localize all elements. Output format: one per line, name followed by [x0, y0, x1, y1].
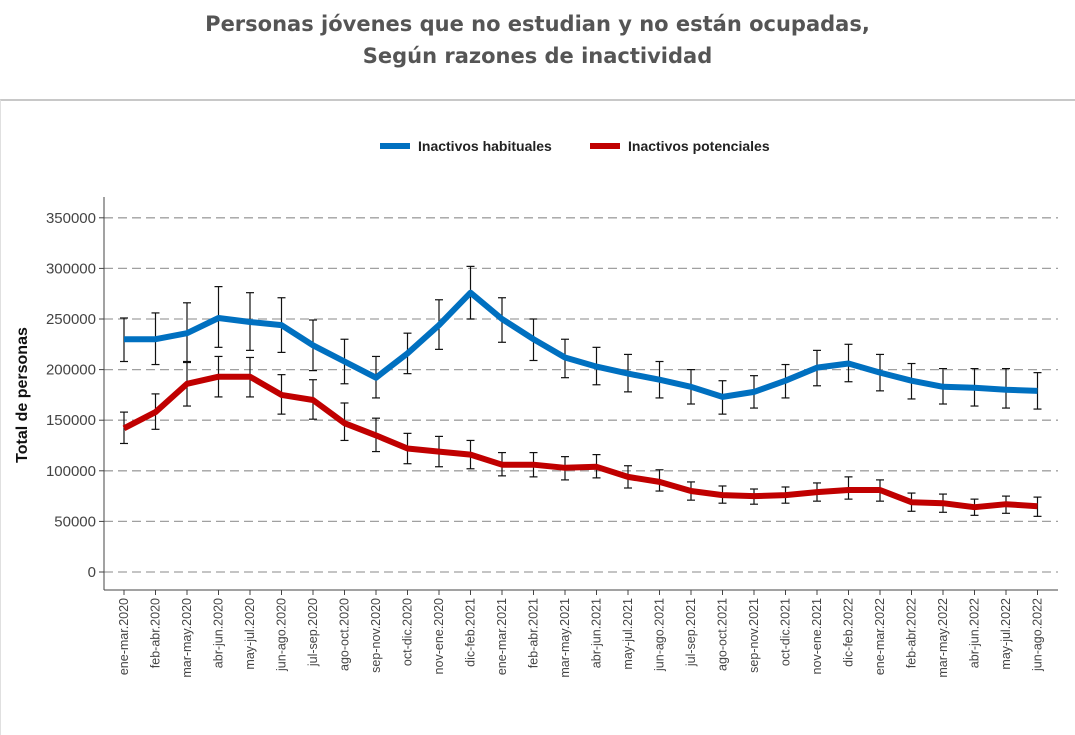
x-tick-label: sep-nov.2021	[747, 598, 761, 673]
x-tick-label: ene-mar.2021	[495, 598, 509, 675]
y-tick-label: 200000	[46, 362, 96, 379]
y-tick-label: 250000	[46, 311, 96, 328]
x-tick-label: may-jul.2022	[999, 598, 1013, 670]
x-tick-label: mar-may.2022	[936, 598, 950, 678]
error-bar	[1033, 496, 1042, 517]
x-tick-label: may-jul.2020	[243, 598, 257, 670]
chart-title-line-2: Según razones de inactividad	[362, 44, 713, 68]
legend-entry-1: Inactivos habituales	[380, 138, 552, 154]
x-tick-label: oct-dic.2020	[401, 598, 415, 666]
x-tick-label: may-jul.2021	[621, 598, 635, 670]
x-tick-label: nov-ene.2021	[810, 598, 824, 675]
y-tick-label: 150000	[46, 412, 96, 429]
error-bars	[120, 265, 1042, 517]
y-axis-label: Total de personas	[14, 327, 31, 463]
x-tick-label: mar-may.2020	[180, 598, 194, 678]
y-tick-label: 0	[88, 564, 96, 581]
legend-label: Inactivos potenciales	[628, 138, 770, 154]
x-tick-label: jul-sep.2020	[306, 598, 320, 667]
x-tick-label: ene-mar.2022	[873, 598, 887, 675]
x-tick-label: feb-abr.2020	[149, 598, 163, 668]
y-tick-label: 350000	[46, 210, 96, 227]
legend-entry-2: Inactivos potenciales	[590, 138, 770, 154]
x-tick-label: feb-abr.2021	[527, 598, 541, 668]
x-tick-label: ago-oct.2021	[716, 598, 730, 671]
x-tick-label: jun-ago.2022	[1031, 598, 1045, 672]
x-tick-label: jun-ago.2020	[275, 598, 289, 672]
x-tick-label: dic-feb.2022	[842, 598, 856, 667]
y-axis-ticks: 0 50000 100000 150000 200000 250000 300000 3500…	[46, 210, 104, 581]
y-tick-label: 100000	[46, 463, 96, 480]
x-tick-label: abr-jun.2021	[590, 598, 604, 668]
grid-lines	[104, 217, 1058, 573]
x-tick-label: sep-nov.2020	[369, 598, 383, 673]
x-tick-label: dic-feb.2021	[464, 598, 478, 667]
x-tick-label: ago-oct.2020	[338, 598, 352, 671]
plot-frame	[0, 99, 1075, 735]
x-tick-label: mar-may.2021	[558, 598, 572, 678]
x-tick-label: nov-ene.2020	[432, 598, 446, 675]
axes	[103, 197, 1058, 591]
series-line-2	[122, 373, 1038, 511]
chart-title-line-1: Personas jóvenes que no estudian y no es…	[205, 12, 870, 36]
x-tick-label: jun-ago.2021	[653, 598, 667, 672]
y-tick-label: 300000	[46, 260, 96, 277]
legend-label: Inactivos habituales	[418, 138, 552, 154]
y-tick-label: 50000	[54, 513, 96, 530]
x-tick-label: ene-mar.2020	[117, 598, 131, 675]
x-tick-label: jul-sep.2021	[684, 598, 698, 667]
x-axis-ticks: ene-mar.2020 feb-abr.2020 mar-may.2020 abr-…	[117, 590, 1045, 678]
x-tick-label: abr-jun.2020	[212, 598, 226, 668]
legend: Inactivos habituales Inactivos potenciale…	[380, 138, 770, 154]
series-line-1	[124, 289, 1038, 400]
x-tick-label: feb-abr.2022	[905, 598, 919, 668]
series-lines	[122, 289, 1038, 511]
x-tick-label: abr-jun.2022	[968, 598, 982, 668]
chart-title: Personas jóvenes que no estudian y no es…	[0, 8, 1075, 72]
x-tick-label: oct-dic.2021	[779, 598, 793, 666]
